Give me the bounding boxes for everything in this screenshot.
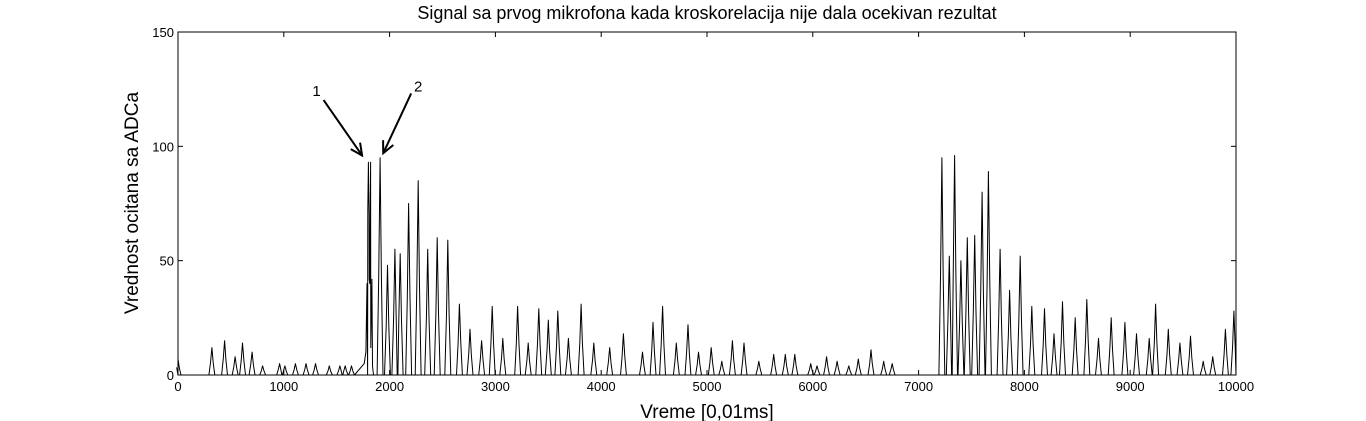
x-tick-label: 3000 [481,379,510,394]
y-tick-label: 50 [160,254,174,269]
y-tick-label: 150 [152,25,174,40]
y-tick-label: 100 [152,139,174,154]
x-axis-label: Vreme [0,01ms] [640,402,773,421]
annotation-label-2: 2 [414,78,422,95]
x-tick-label: 2000 [375,379,404,394]
y-axis: 0 50 100 150 [152,25,1236,383]
plot-area: 0 1000 2000 3000 4000 5000 6000 7000 8000 9000 100… [152,25,1254,394]
annotation-arrow-2 [383,93,411,153]
x-axis: 0 1000 2000 3000 4000 5000 6000 7000 8000 9000 100… [174,32,1254,394]
x-tick-label: 10000 [1218,379,1254,394]
y-axis-label: Vrednost ocitana sa ADCa [122,91,143,314]
x-tick-label: 4000 [587,379,616,394]
x-tick-label: 7000 [904,379,933,394]
annotation-label-1: 1 [312,83,320,100]
x-tick-label: 1000 [269,379,298,394]
y-tick-label: 0 [167,368,174,383]
plot-frame [178,32,1236,375]
x-tick-label: 8000 [1010,379,1039,394]
annotation-arrow-1 [324,100,362,155]
x-tick-label: 5000 [693,379,722,394]
chart-title: Signal sa prvog mikrofona kada kroskorel… [417,3,996,23]
x-tick-label: 0 [174,379,181,394]
x-tick-label: 9000 [1116,379,1145,394]
signal-series-line [177,156,1236,376]
x-tick-label: 6000 [798,379,827,394]
